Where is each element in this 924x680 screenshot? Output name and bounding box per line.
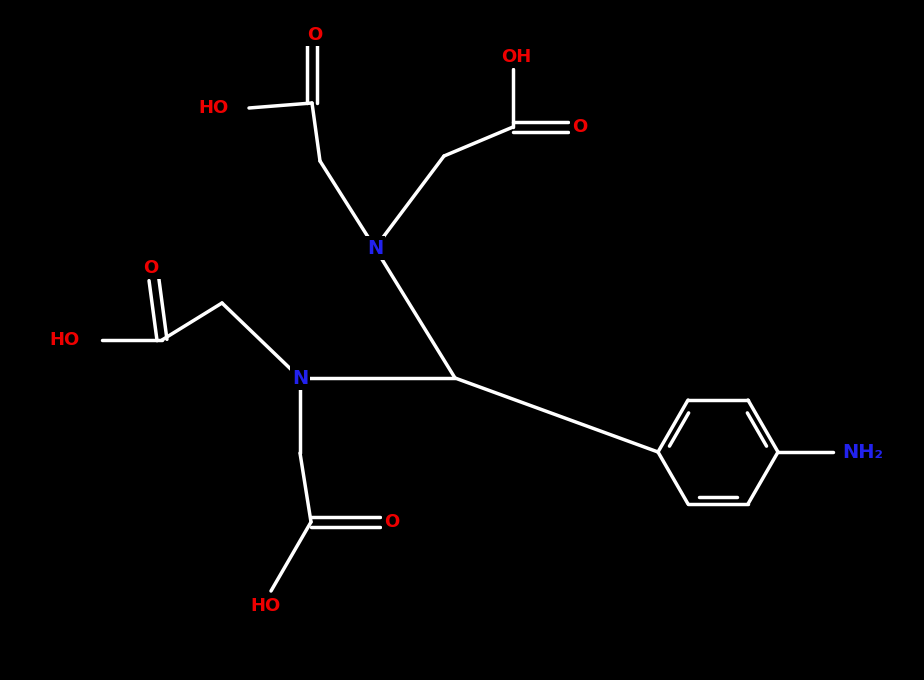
Text: O: O — [308, 26, 322, 44]
Text: HO: HO — [50, 331, 80, 349]
Text: O: O — [143, 259, 159, 277]
Text: NH₂: NH₂ — [843, 443, 883, 462]
Text: N: N — [292, 369, 308, 388]
Text: N: N — [367, 239, 383, 258]
Text: HO: HO — [251, 597, 281, 615]
Text: OH: OH — [501, 48, 531, 66]
Text: O: O — [572, 118, 588, 136]
Text: HO: HO — [199, 99, 229, 117]
Text: O: O — [384, 513, 399, 531]
